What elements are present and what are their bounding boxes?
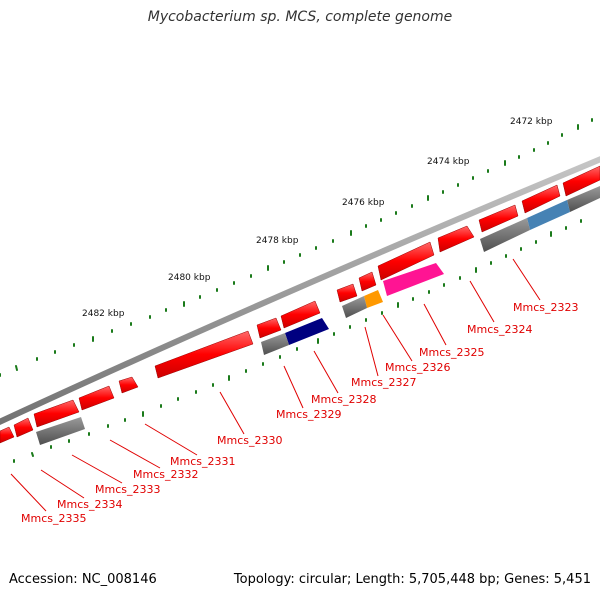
gene-label-mmcs-2324[interactable]: Mmcs_2324 (467, 323, 532, 336)
gene-label-mmcs-2333[interactable]: Mmcs_2333 (95, 483, 160, 496)
gene-arrow[interactable] (521, 184, 561, 214)
gene-arrow[interactable] (118, 376, 139, 394)
gene-arrow[interactable] (480, 218, 530, 252)
gene-label-mmcs-2330[interactable]: Mmcs_2330 (217, 434, 282, 447)
gene-track-outer (0, 165, 600, 444)
scale-label-2472: 2472 kbp (510, 117, 553, 127)
gene-arrow[interactable] (527, 200, 570, 230)
gene-arrow[interactable] (478, 204, 519, 233)
scale-label-2482: 2482 kbp (82, 309, 125, 319)
gene-label-mmcs-2328[interactable]: Mmcs_2328 (311, 393, 376, 406)
gene-label-mmcs-2332[interactable]: Mmcs_2332 (133, 468, 198, 481)
map-title: Mycobacterium sp. MCS, complete genome (147, 9, 453, 25)
gene-label-mmcs-2326[interactable]: Mmcs_2326 (385, 361, 450, 374)
gene-arrow[interactable] (13, 417, 34, 438)
gene-label-mmcs-2323[interactable]: Mmcs_2323 (513, 301, 578, 314)
gene-arrow[interactable] (33, 399, 80, 428)
gene-arrow[interactable] (364, 290, 383, 308)
scale-ring (0, 118, 593, 377)
gene-arrow[interactable] (342, 296, 367, 318)
gene-label-mmcs-2335[interactable]: Mmcs_2335 (21, 512, 86, 525)
gene-label-mmcs-2331[interactable]: Mmcs_2331 (170, 455, 235, 468)
gene-label-mmcs-2327[interactable]: Mmcs_2327 (351, 376, 416, 389)
gene-label-mmcs-2325[interactable]: Mmcs_2325 (419, 346, 484, 359)
gene-track-inner (36, 186, 600, 445)
scale-label-2476: 2476 kbp (342, 198, 385, 208)
genome-backbone (0, 156, 600, 426)
gene-arrow[interactable] (383, 263, 444, 296)
gene-arrow[interactable] (256, 317, 282, 339)
gene-arrow[interactable] (285, 318, 329, 345)
gene-arrow[interactable] (78, 385, 115, 411)
gene-arrow[interactable] (154, 330, 254, 379)
gene-arrow[interactable] (280, 300, 321, 329)
accession-text: Accession: NC_008146 (9, 572, 157, 587)
scale-label-2474: 2474 kbp (427, 157, 470, 167)
gene-arrow[interactable] (567, 186, 600, 212)
gene-arrow[interactable] (0, 426, 15, 444)
gene-label-mmcs-2329[interactable]: Mmcs_2329 (276, 408, 341, 421)
gene-arrow[interactable] (36, 417, 85, 445)
gene-label-mmcs-2334[interactable]: Mmcs_2334 (57, 498, 122, 511)
scale-label-2478: 2478 kbp (256, 236, 299, 246)
scale-label-2480: 2480 kbp (168, 273, 211, 283)
gene-arrow[interactable] (437, 225, 475, 253)
gene-arrow[interactable] (377, 241, 435, 281)
genome-info-text: Topology: circular; Length: 5,705,448 bp… (233, 572, 591, 587)
gene-arrow[interactable] (562, 165, 600, 197)
gene-arrow[interactable] (358, 271, 377, 292)
gene-arrow[interactable] (336, 283, 358, 303)
inner-scale-ring (13, 219, 582, 463)
gene-arrow[interactable] (261, 333, 289, 355)
label-leaders (10, 258, 541, 512)
